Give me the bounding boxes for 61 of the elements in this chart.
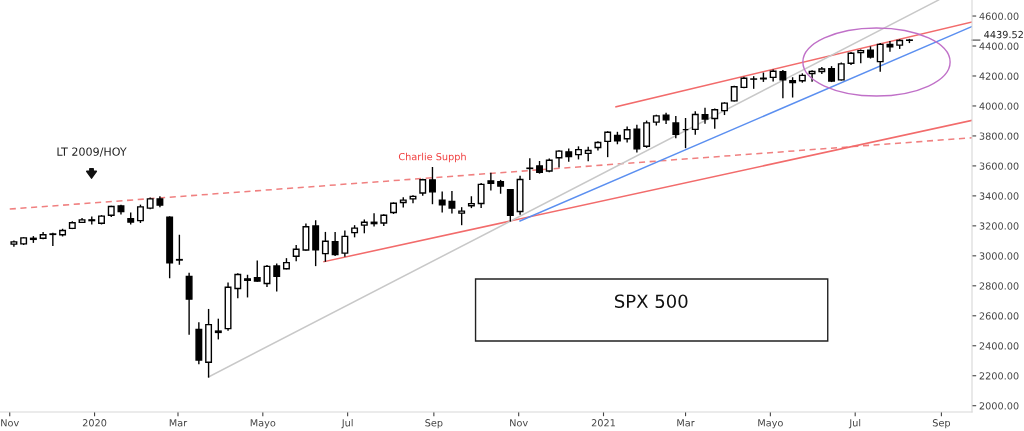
x-tick-label: Mayo: [758, 419, 783, 429]
x-tick-label: Jul: [341, 418, 353, 429]
y-tick-label: 2200.00: [979, 372, 1019, 380]
candlestick: [448, 190, 456, 214]
x-tick-label: Mar: [169, 419, 188, 427]
candlestick: [253, 260, 261, 282]
candlestick: [711, 108, 719, 129]
candlestick: [701, 107, 709, 124]
candlestick: [691, 111, 699, 135]
candlestick: [886, 40, 894, 52]
x-tick-label: 2020: [82, 419, 107, 427]
candlestick: [234, 273, 242, 299]
candlestick: [789, 77, 797, 98]
y-tick-label: 4400.00: [979, 42, 1019, 50]
x-tick-label: Mayo: [250, 419, 276, 429]
candlestick: [876, 43, 884, 72]
y-tick-label: 3200.00: [979, 222, 1019, 230]
x-tick-label: Nov: [1, 419, 19, 427]
candlestick: [779, 69, 787, 99]
x-tick-label: Sep: [425, 419, 443, 429]
candlestick: [302, 223, 310, 251]
y-tick-label: 2400.00: [979, 342, 1019, 350]
y-tick-label: 4600.00: [979, 12, 1019, 20]
y-tick-label: 4200.00: [979, 72, 1019, 80]
x-tick-label: 2021: [591, 419, 615, 427]
candlestick: [321, 231, 329, 262]
x-tick-label: Sep: [932, 419, 951, 429]
candlestick: [477, 182, 485, 209]
annotation: LT 2009/HOY: [57, 147, 127, 157]
annotation: Charlie Supph: [398, 152, 466, 163]
y-tick-label: 2600.00: [979, 312, 1019, 320]
y-tick-label: 3000.00: [979, 252, 1019, 260]
x-tick-label: Jul: [848, 418, 861, 429]
candlestick: [244, 274, 251, 298]
candlestick: [643, 120, 651, 148]
candlestick: [487, 172, 495, 191]
candlestick: [214, 318, 222, 340]
x-tick-label: Nov: [510, 419, 528, 427]
text: SPX 500: [614, 294, 688, 309]
x-tick-label: Mar: [677, 419, 695, 427]
y-tick-label: 3800.00: [979, 132, 1019, 140]
y-tick-label: 2800.00: [979, 282, 1019, 290]
text: 4439.52: [984, 30, 1023, 39]
candlestick: [175, 234, 183, 265]
candlestick: [672, 116, 680, 139]
candlestick: [341, 230, 349, 257]
candlestick: [331, 231, 339, 256]
y-tick-label: 4000.00: [979, 102, 1019, 110]
candlestick: [633, 124, 641, 153]
candlestick: [526, 158, 534, 180]
candlestick: [185, 272, 193, 335]
candlestick: [428, 167, 436, 205]
candlestick: [312, 220, 320, 267]
candlestick: [604, 131, 612, 158]
candlestick: [49, 232, 57, 247]
candlestick: [438, 191, 446, 213]
y-tick-label: 2000.00: [979, 402, 1019, 410]
y-tick-label: 3600.00: [979, 162, 1019, 170]
y-tick-label: 3400.00: [979, 192, 1019, 200]
candlestick: [273, 263, 281, 292]
candlestick: [808, 70, 816, 82]
